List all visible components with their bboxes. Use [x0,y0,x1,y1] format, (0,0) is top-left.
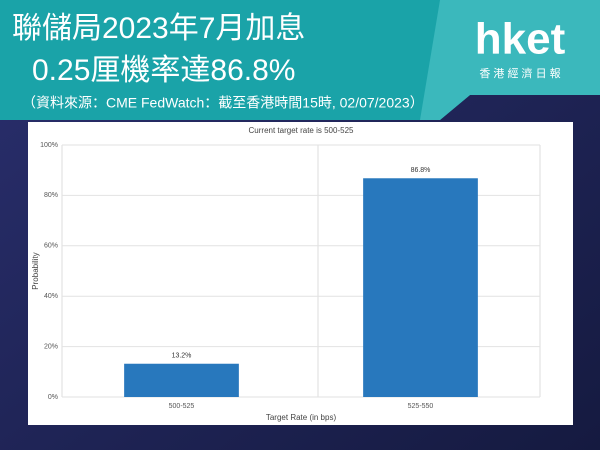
x-axis-label: Target Rate (in bps) [266,413,337,422]
y-tick-label: 100% [40,142,58,149]
value-label: 13.2% [172,353,192,360]
bar [363,178,478,397]
y-axis-label: Probability [31,252,40,289]
logo: hket [475,15,566,64]
title-line: 0.25厘機率達86.8% [32,54,295,87]
bar [124,363,239,397]
x-tick-label: 500-525 [169,403,195,410]
y-tick-label: 80% [44,192,58,199]
source: （資料來源：CME FedWatch：截至香港時間15時, 02/07/2023… [22,95,424,111]
logo-subtitle: 香 港 經 濟 日 報 [479,66,560,80]
y-tick-label: 0% [48,394,58,401]
y-tick-label: 60% [44,243,58,250]
chart-title: Current target rate is 500-525 [249,126,354,135]
logo-panel [420,0,600,120]
title-line: 聯儲局2023年7月加息 [12,12,305,45]
y-tick-label: 20% [44,343,58,350]
value-label: 86.8% [411,167,431,174]
chart-panel [28,122,573,425]
x-tick-label: 525-550 [408,403,434,410]
y-tick-label: 40% [44,293,58,300]
